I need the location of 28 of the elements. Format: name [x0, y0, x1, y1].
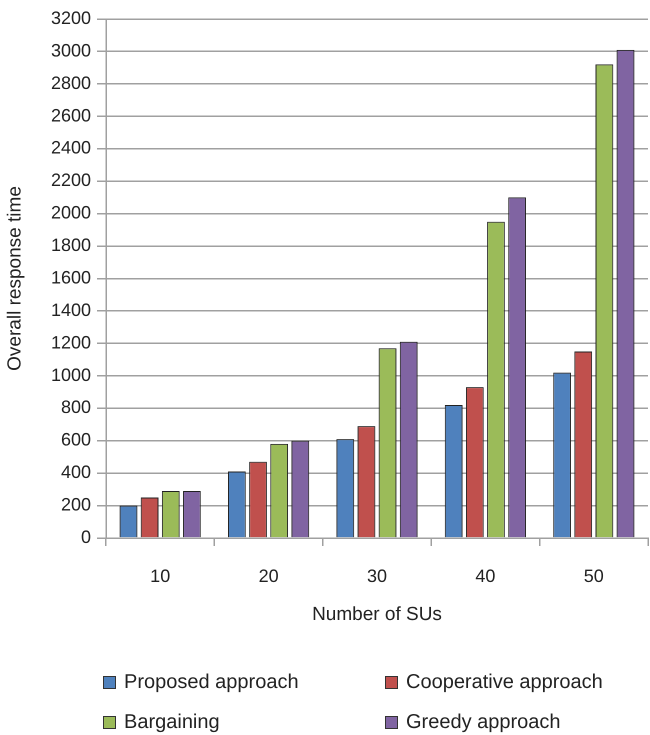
y-tick-label: 600 — [60, 430, 91, 450]
y-tick-label: 200 — [60, 494, 91, 515]
x-tick-label: 20 — [258, 566, 279, 586]
y-tick-label: 2600 — [50, 105, 91, 126]
y-tick-label: 800 — [60, 397, 91, 418]
legend-label: Proposed approach — [124, 670, 299, 694]
y-tick-label: 2400 — [50, 138, 91, 158]
y-tick-label: 400 — [60, 462, 91, 482]
y-tick-label: 2000 — [50, 202, 91, 223]
x-tick-label: 40 — [475, 566, 496, 586]
y-tick-label: 1000 — [50, 364, 91, 385]
legend-label: Cooperative approach — [406, 670, 603, 694]
x-tick-label: 30 — [366, 566, 388, 586]
x-axis-title: Number of SUs — [312, 604, 442, 625]
y-tick-label: 1400 — [50, 300, 91, 320]
y-tick-label: 1600 — [50, 267, 91, 288]
y-tick-label: 1200 — [50, 332, 91, 352]
y-axis-title: Overall response time — [4, 186, 26, 371]
y-tick-label: 0 — [80, 526, 91, 547]
y-tick-label: 2800 — [50, 72, 91, 93]
legend-label: Greedy approach — [406, 710, 561, 734]
y-tick-label: 3000 — [50, 40, 91, 60]
y-tick-label: 3200 — [50, 8, 91, 28]
x-tick-label: 50 — [584, 566, 604, 586]
y-tick-label: 1800 — [50, 235, 91, 256]
legend-label: Bargaining — [124, 710, 220, 734]
y-tick-label: 2200 — [50, 170, 91, 190]
x-tick-label: 10 — [150, 566, 170, 586]
